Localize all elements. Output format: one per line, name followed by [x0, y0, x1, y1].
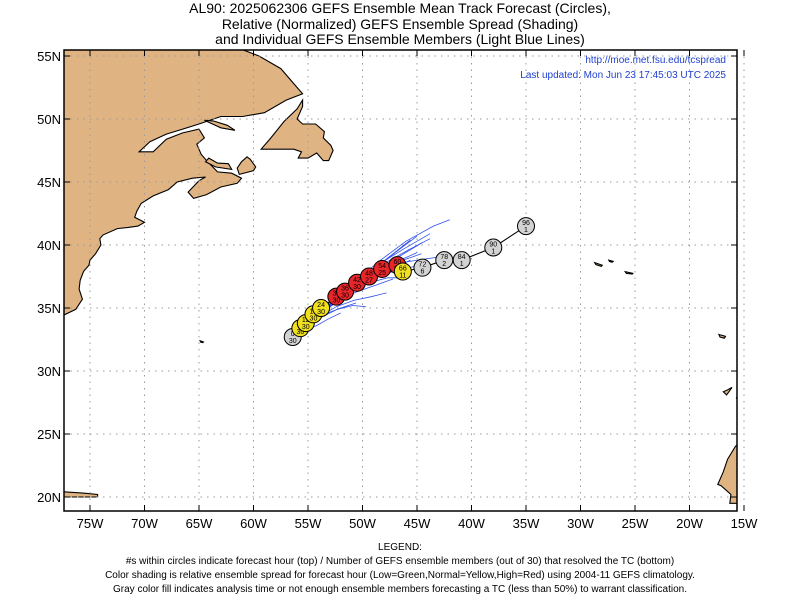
forecast-circle	[413, 258, 432, 277]
member-count-label: 30	[341, 293, 349, 300]
land-newfoundland	[259, 98, 334, 162]
lat-tick-label: 25N	[37, 427, 61, 442]
forecast-hour-label: 48	[365, 271, 373, 278]
forecast-circle	[517, 217, 535, 236]
forecast-hour-label: 54	[378, 263, 386, 270]
land-tenerife	[722, 386, 733, 396]
lat-tick-label: 55N	[37, 49, 61, 64]
lat-tick-label: 40N	[37, 238, 61, 253]
lat-tick-label: 30N	[37, 364, 61, 379]
member-count-label: 30	[317, 309, 325, 316]
forecast-circle	[393, 262, 412, 281]
land-anticosti	[204, 119, 236, 131]
lon-tick-label: 25W	[622, 516, 649, 531]
land-azores-terceira	[607, 259, 615, 263]
forecast-hour-label: 90	[489, 242, 497, 249]
member-count-label: 1	[460, 261, 464, 268]
member-count-label: 30	[332, 298, 340, 305]
member-count-label: 25	[378, 270, 386, 277]
lon-tick-label: 45W	[404, 516, 431, 531]
lat-tick-label: 35N	[37, 301, 61, 316]
member-count-label: 30	[302, 324, 310, 331]
member-count-label: 30	[289, 338, 297, 345]
title-line-2: Relative (Normalized) GEFS Ensemble Spre…	[221, 16, 579, 32]
forecast-hour-label: 96	[522, 220, 530, 227]
member-count-label: 30	[353, 284, 361, 291]
legend-line-1: #s within circles indicate forecast hour…	[125, 556, 675, 567]
member-count-label: 11	[399, 272, 406, 279]
lon-tick-label: 75W	[77, 516, 104, 531]
member-count-label: 27	[365, 278, 373, 285]
lon-tick-label: 65W	[186, 516, 213, 531]
forecast-hour-label: 12	[302, 317, 310, 324]
title-line-3: and Individual GEFS Ensemble Members (Li…	[215, 31, 585, 47]
lon-tick-label: 20W	[676, 516, 703, 531]
land-cuba	[64, 491, 99, 498]
land-pei	[204, 157, 233, 171]
title-line-1: AL90: 2025062306 GEFS Ensemble Mean Trac…	[189, 0, 611, 16]
land-azores-sao-miguel	[624, 270, 634, 275]
forecast-point: 782	[435, 251, 454, 270]
lon-tick-label: 70W	[131, 516, 158, 531]
land-cape-breton	[236, 156, 257, 176]
lon-tick-label: 35W	[513, 516, 540, 531]
axis-ticks: 55N 50N 45N 40N 35N 30N 25N 20N 75W 70W 65W 60W 55W 5…	[37, 49, 758, 531]
legend-heading: LEGEND:	[378, 542, 422, 553]
forecast-hour-label: 0	[291, 331, 295, 338]
land-fuerteventura	[751, 387, 757, 396]
forecast-hour-label: 66	[399, 265, 407, 272]
lon-tick-label: 40W	[458, 516, 485, 531]
map-frame	[63, 49, 738, 512]
forecast-hour-label: 60	[393, 259, 401, 266]
lat-lon-grid	[64, 50, 745, 511]
forecast-hour-label: 42	[353, 277, 361, 284]
forecast-hour-label: 30	[332, 291, 340, 298]
forecast-hour-label: 72	[419, 262, 427, 269]
lon-tick-label: 15W	[731, 516, 758, 531]
legend-line-2: Color shading is relative ensemble sprea…	[105, 570, 695, 581]
land-azores-pico	[593, 261, 604, 268]
lon-tick-label: 55W	[295, 516, 322, 531]
land-madeira	[717, 333, 727, 339]
forecast-point: 901	[484, 238, 503, 257]
member-count-label: 30	[310, 315, 318, 322]
forecast-circle	[312, 299, 331, 317]
land-north-america	[64, 50, 304, 316]
forecast-hour-label: 78	[440, 254, 448, 261]
forecast-hour-label: 24	[317, 302, 325, 309]
mean-track: 0306301230183024303030363042304827542560…	[283, 217, 535, 346]
forecast-circle	[452, 251, 471, 270]
track-map: 0306301230183024303030363042304827542560…	[37, 49, 758, 531]
lon-tick-label: 60W	[240, 516, 267, 531]
source-url: http://moe.met.fsu.edu/tcspread	[585, 55, 726, 66]
forecast-point: 841	[452, 251, 471, 270]
forecast-point: 961	[517, 217, 535, 236]
member-count-label: 2	[442, 261, 446, 268]
forecast-circle	[484, 238, 503, 257]
land-west-africa	[717, 444, 737, 504]
lon-tick-label: 50W	[349, 516, 376, 531]
land-bermuda	[199, 339, 205, 344]
forecast-hour-label: 36	[341, 286, 349, 293]
forecast-hour-label: 84	[458, 254, 466, 261]
member-count-label: 1	[524, 227, 528, 234]
legend-line-3: Gray color fill indicates analysis time …	[113, 584, 687, 595]
last-updated: Last updated: Mon Jun 23 17:45:03 UTC 20…	[520, 70, 726, 81]
forecast-point: 726	[413, 258, 432, 277]
coastline-layer	[64, 50, 757, 504]
member-count-label: 6	[420, 269, 424, 276]
lat-tick-label: 45N	[37, 175, 61, 190]
member-count-label: 1	[491, 249, 495, 256]
lon-tick-label: 30W	[567, 516, 594, 531]
lat-tick-label: 50N	[37, 112, 61, 127]
lat-tick-label: 20N	[37, 490, 61, 505]
member-count-label: 30	[296, 329, 304, 336]
